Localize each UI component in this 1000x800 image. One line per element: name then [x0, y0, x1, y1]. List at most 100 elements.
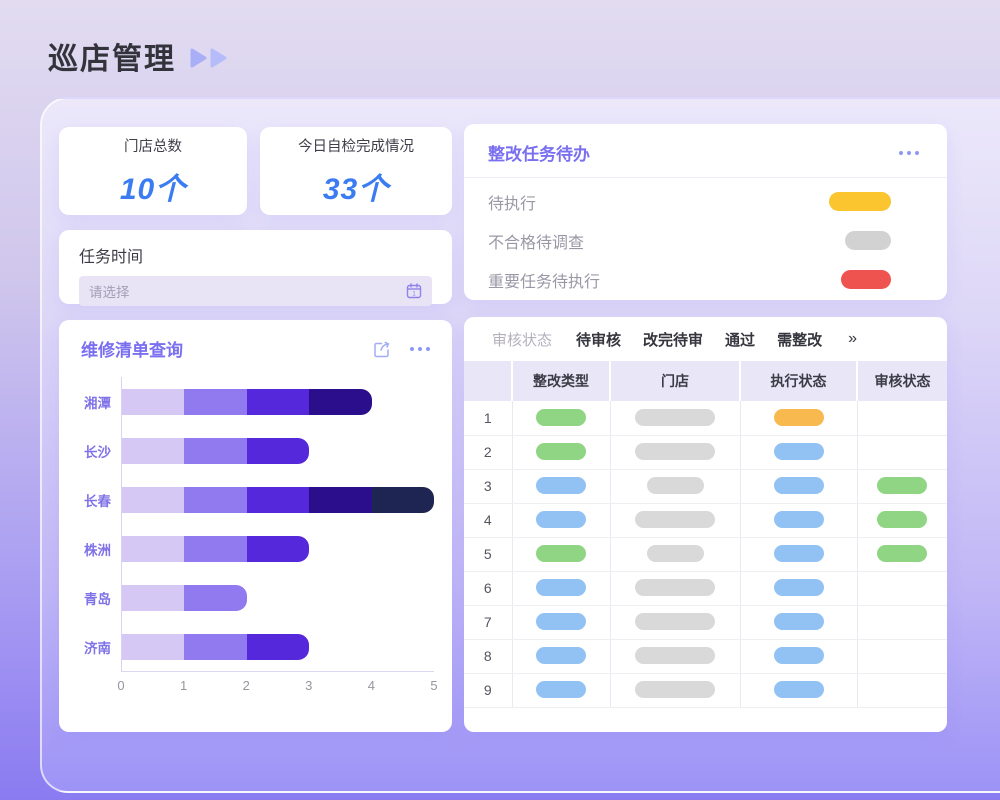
cell-rectify-type	[512, 605, 611, 640]
cell-store	[610, 435, 741, 470]
status-pill	[773, 579, 824, 597]
row-index: 8	[464, 639, 513, 674]
bar-segment	[246, 388, 310, 415]
bar-segment	[122, 535, 185, 562]
bar-segment	[246, 437, 310, 464]
cell-review-status	[857, 605, 947, 640]
status-pill	[877, 477, 928, 495]
table-row[interactable]: 3	[464, 469, 947, 504]
cell-rectify-type	[512, 503, 611, 538]
stat-label: 今日自检完成情况	[298, 138, 414, 155]
row-index: 6	[464, 571, 513, 606]
cell-exec-status	[740, 605, 858, 640]
cell-review-status	[857, 639, 947, 674]
cell-rectify-type	[512, 435, 611, 470]
chart-bar-row	[122, 475, 434, 524]
bar-segment	[309, 388, 372, 415]
calendar-icon[interactable]: 1	[406, 283, 422, 299]
chart-bar-row	[122, 524, 434, 573]
table-row[interactable]: 9	[464, 673, 947, 708]
x-axis-tick: 4	[367, 678, 376, 693]
chart-category-label: 青岛	[84, 591, 111, 607]
todo-item: 不合格待调查	[488, 223, 923, 258]
table-column-header: 审核状态	[857, 361, 947, 401]
filter-option-改完待审[interactable]: 改完待审	[643, 331, 704, 349]
chart-category-label: 济南	[84, 640, 111, 656]
status-pill	[536, 579, 586, 597]
status-pill	[773, 647, 824, 665]
cell-store	[610, 469, 741, 504]
x-axis-tick: 5	[430, 678, 438, 693]
table-row[interactable]: 4	[464, 503, 947, 538]
table-row[interactable]: 6	[464, 571, 947, 606]
todo-panel-title: 整改任务待办	[488, 145, 590, 164]
ellipsis-icon[interactable]	[899, 150, 919, 155]
bar-segment	[122, 388, 185, 415]
table-row[interactable]: 5	[464, 537, 947, 572]
table-row[interactable]: 2	[464, 435, 947, 470]
stat-value: 10个	[119, 172, 187, 206]
chart-bar-row	[122, 622, 434, 671]
status-pill	[536, 409, 586, 427]
filter-more-chevron[interactable]: »	[848, 330, 857, 347]
chart-bar-row	[122, 377, 434, 426]
status-pill	[536, 681, 586, 699]
cell-store	[610, 571, 741, 606]
cell-exec-status	[740, 537, 858, 572]
status-pill	[773, 545, 824, 563]
share-icon[interactable]	[372, 339, 392, 359]
dashboard-sheet: 门店总数 10个 今日自检完成情况 33个 任务时间 请选择 1 整改任务待办 …	[40, 97, 1000, 793]
cell-review-status	[857, 673, 947, 708]
table-column-header: 门店	[610, 361, 741, 401]
bar-segment	[184, 388, 247, 415]
cell-review-status	[857, 503, 947, 538]
svg-text:1: 1	[412, 291, 416, 298]
cell-store	[610, 605, 741, 640]
stat-card-total-stores: 门店总数 10个	[59, 127, 247, 215]
stacked-bar	[122, 388, 434, 415]
todo-item-label: 重要任务待执行	[488, 273, 601, 291]
bar-segment	[184, 486, 247, 513]
status-pill	[536, 613, 586, 631]
todo-panel: 整改任务待办 待执行不合格待调查重要任务待执行	[464, 124, 947, 300]
todo-item: 重要任务待执行	[488, 262, 923, 297]
date-picker-input[interactable]: 请选择 1	[79, 276, 432, 306]
filter-option-需整改[interactable]: 需整改	[777, 331, 823, 349]
todo-item-label: 待执行	[488, 195, 537, 213]
bar-segment	[122, 633, 185, 660]
repair-bar-chart: 湘潭 长沙 长春 株洲 青岛 济南 0 1 2 3 4 5	[59, 371, 452, 698]
row-index: 2	[464, 435, 513, 470]
cell-review-status	[857, 401, 947, 436]
stacked-bar	[122, 437, 434, 464]
cell-rectify-type	[512, 673, 611, 708]
task-time-label: 任务时间	[79, 249, 144, 266]
bar-segment	[246, 486, 310, 513]
cell-store	[610, 537, 741, 572]
status-pill	[773, 511, 824, 529]
cell-exec-status	[740, 401, 858, 436]
ellipsis-icon[interactable]	[410, 346, 430, 351]
filter-option-通过[interactable]: 通过	[725, 331, 756, 349]
status-pill	[635, 613, 715, 631]
title-double-arrow-icon	[190, 47, 227, 69]
repair-panel: 维修清单查询 湘潭 长沙 长春 株洲 青岛 济南 0 1 2 3 4 5	[59, 320, 452, 732]
status-pill	[646, 477, 704, 495]
stacked-bar	[122, 486, 434, 513]
table-row[interactable]: 7	[464, 605, 947, 640]
filter-option-待审核[interactable]: 待审核	[576, 331, 622, 349]
chart-bar-row	[122, 426, 434, 475]
table-row[interactable]: 1	[464, 401, 947, 436]
chart-x-axis-ticks: 0 1 2 3 4 5	[117, 678, 438, 698]
status-pill	[646, 545, 704, 563]
x-axis-tick: 2	[242, 678, 250, 693]
cell-review-status	[857, 537, 947, 572]
status-pill	[536, 511, 586, 529]
status-pill	[773, 409, 824, 427]
x-axis-tick: 0	[117, 678, 125, 693]
table-row[interactable]: 8	[464, 639, 947, 674]
cell-review-status	[857, 469, 947, 504]
cell-exec-status	[740, 469, 858, 504]
stat-label: 门店总数	[124, 138, 182, 155]
todo-list: 待执行不合格待调查重要任务待执行	[464, 177, 947, 297]
